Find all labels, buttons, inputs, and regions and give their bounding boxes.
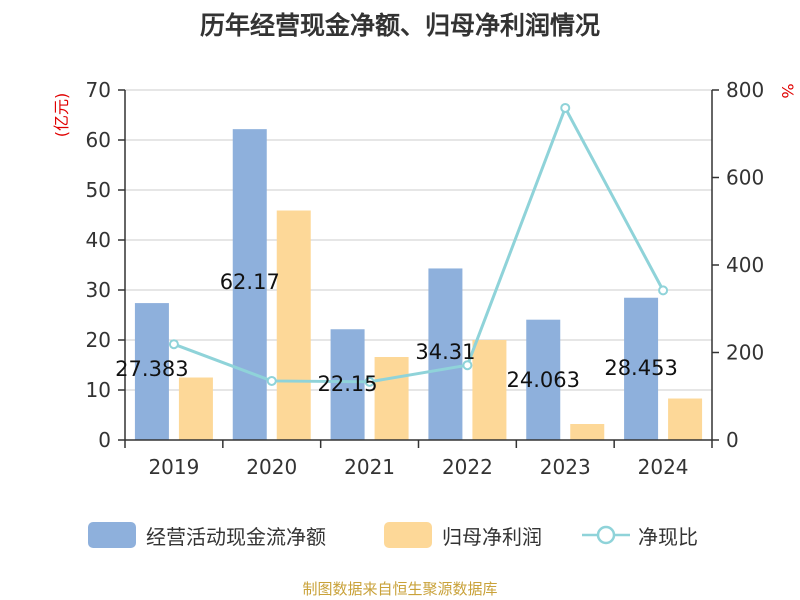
bar-net-profit	[276, 210, 311, 440]
ratio-point	[168, 339, 179, 350]
bar-net-profit	[472, 340, 507, 440]
left-axis-unit: (亿元)	[52, 93, 71, 138]
data-label-cash-flow: 27.383	[115, 357, 188, 381]
x-axis-category-label: 2023	[540, 455, 591, 479]
legend-swatch-ratio	[582, 522, 630, 548]
bar-net-profit	[668, 398, 703, 440]
legend-net-profit[interactable]: 归母净利润	[384, 518, 542, 552]
x-axis-category-label: 2022	[442, 455, 493, 479]
chart-title: 历年经营现金净额、归母净利润情况	[199, 11, 600, 40]
left-axis-tick-label: 60	[86, 128, 111, 152]
left-axis-tick-label: 20	[86, 328, 111, 352]
left-axis-tick-label: 50	[86, 178, 111, 202]
right-axis-unit: %	[778, 83, 797, 98]
left-axis-tick-label: 30	[86, 278, 111, 302]
source-note: 制图数据来自恒生聚源数据库	[302, 580, 498, 598]
left-axis-tick-label: 0	[98, 428, 111, 452]
x-axis-category-label: 2020	[246, 455, 297, 479]
bar-net-profit	[178, 377, 213, 440]
ratio-line-layer	[168, 102, 669, 387]
x-axis-category-label: 2024	[638, 455, 689, 479]
data-label-layer: 27.383 62.17 22.15 34.31 24.063 28.453	[115, 270, 678, 396]
ratio-point	[658, 285, 669, 296]
right-axis-tick-label: 0	[726, 428, 739, 452]
legend-label-cash-flow: 经营活动现金流净额	[146, 524, 326, 549]
data-label-cash-flow: 34.31	[415, 340, 475, 364]
data-label-cash-flow: 22.15	[318, 372, 378, 396]
x-axis-category-label: 2019	[148, 455, 199, 479]
bar-net-profit	[570, 424, 605, 440]
data-label-cash-flow: 24.063	[507, 368, 580, 392]
legend-label-ratio: 净现比	[638, 524, 698, 549]
left-axis-tick-label: 40	[86, 228, 111, 252]
right-axis-tick-label: 600	[726, 166, 764, 190]
axis-layer: 0 10 20 30 40 50 60 70 0 200 400 600 800 (亿元)% 2019 202…	[52, 78, 797, 479]
ratio-point	[364, 376, 375, 387]
legend-swatch-cash-flow	[88, 522, 136, 548]
grid-lines	[125, 89, 712, 391]
legend-swatch-net-profit	[384, 522, 432, 548]
data-label-cash-flow: 28.453	[604, 356, 677, 380]
ratio-point	[560, 102, 571, 113]
left-axis-tick-label: 70	[86, 78, 111, 102]
bar-cash-flow	[330, 329, 365, 440]
x-axis-category-label: 2021	[344, 455, 395, 479]
legend-label-net-profit: 归母净利润	[442, 524, 542, 549]
ratio-point	[266, 375, 277, 386]
ratio-line	[173, 106, 665, 384]
bar-cash-flow	[428, 268, 463, 440]
bar-cash-flow	[134, 303, 169, 440]
bar-net-profit	[374, 357, 409, 440]
bar-cash-flow	[526, 319, 561, 440]
ratio-point	[462, 360, 473, 371]
right-axis-tick-label: 200	[726, 341, 764, 365]
bar-layer	[134, 129, 703, 440]
bar-cash-flow	[624, 297, 659, 440]
legend-cash-flow[interactable]: 经营活动现金流净额	[88, 518, 326, 552]
left-axis-tick-label: 10	[86, 378, 111, 402]
legend-ratio[interactable]: 净现比	[582, 518, 698, 552]
right-axis-tick-label: 400	[726, 253, 764, 277]
right-axis-tick-label: 800	[726, 78, 764, 102]
data-label-cash-flow: 62.17	[220, 270, 280, 294]
bar-cash-flow	[232, 129, 267, 440]
